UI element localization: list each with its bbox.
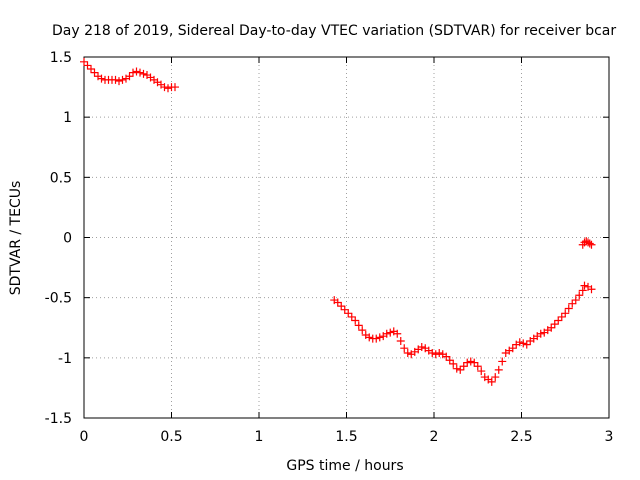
- data-point: [354, 321, 363, 330]
- data-point: [578, 286, 587, 295]
- x-axis-label: GPS time / hours: [286, 458, 403, 474]
- data-point: [351, 316, 360, 325]
- data-point: [575, 291, 584, 300]
- data-point: [396, 336, 405, 345]
- data-point: [87, 65, 95, 74]
- chart-title: Day 218 of 2019, Sidereal Day-to-day VTE…: [52, 23, 616, 39]
- data-point: [83, 61, 92, 70]
- data-point: [470, 358, 479, 367]
- data-point: [519, 339, 528, 348]
- grid-lines: [84, 57, 609, 418]
- data-point: [125, 72, 134, 81]
- data-point: [494, 365, 503, 374]
- data-point: [550, 320, 559, 329]
- data-point: [136, 68, 144, 77]
- y-tick-label: 0.5: [50, 170, 72, 186]
- data-point: [428, 349, 437, 358]
- data-point: [386, 328, 395, 337]
- data-point: [536, 329, 545, 338]
- data-point: [139, 69, 148, 78]
- data-point: [498, 357, 507, 366]
- data-point: [403, 349, 412, 358]
- x-tick-label: 1.5: [335, 429, 357, 445]
- data-point: [132, 67, 141, 76]
- data-point: [431, 350, 440, 359]
- y-axis-ticks: -1.5 -1 -0.5 0 0.5 1 1.5: [45, 50, 609, 427]
- data-point: [477, 367, 486, 376]
- data-point: [337, 302, 346, 311]
- x-tick-label: 3: [605, 429, 614, 445]
- data-point: [571, 296, 580, 305]
- x-tick-label: 1: [255, 429, 264, 445]
- x-tick-label: 0: [80, 429, 89, 445]
- data-point: [580, 281, 589, 290]
- data-point: [568, 299, 577, 308]
- data-point: [417, 343, 426, 352]
- data-point: [347, 312, 356, 321]
- data-point: [561, 309, 570, 318]
- data-point: [564, 304, 573, 313]
- y-tick-label: 1.5: [50, 50, 72, 66]
- data-point: [333, 298, 342, 307]
- data-point: [515, 338, 524, 347]
- data-point: [487, 377, 496, 386]
- data-point: [473, 362, 482, 371]
- data-point: [97, 74, 106, 83]
- data-point: [372, 334, 381, 343]
- data-point: [452, 364, 461, 373]
- data-point: [445, 356, 454, 365]
- data-point: [587, 240, 596, 249]
- data-point: [393, 329, 402, 338]
- y-tick-label: 0: [63, 231, 72, 247]
- data-point: [115, 77, 123, 86]
- data-point: [557, 312, 566, 321]
- data-point: [585, 239, 594, 248]
- data-point: [160, 83, 169, 92]
- data-point: [164, 84, 172, 93]
- x-tick-label: 2: [430, 429, 439, 445]
- data-point: [587, 285, 596, 294]
- data-points: [80, 57, 596, 386]
- data-point: [435, 349, 444, 358]
- data-point: [491, 373, 500, 382]
- data-point: [449, 359, 458, 368]
- y-tick-label: -0.5: [45, 291, 72, 307]
- data-point: [463, 358, 472, 367]
- data-point: [459, 362, 468, 371]
- data-point: [111, 75, 120, 84]
- y-axis-label: SDTVAR / TECUs: [8, 181, 24, 296]
- data-point: [118, 75, 127, 84]
- data-point: [365, 333, 374, 342]
- data-point: [344, 309, 353, 318]
- data-point: [508, 344, 517, 353]
- data-point: [340, 305, 349, 314]
- y-tick-label: -1: [58, 351, 72, 367]
- data-point: [129, 68, 137, 77]
- data-point: [466, 357, 475, 366]
- data-point: [382, 329, 391, 338]
- plot-frame: [83, 56, 610, 419]
- y-tick-label: -1.5: [45, 411, 72, 427]
- x-tick-label: 0.5: [160, 429, 182, 445]
- x-tick-label: 2.5: [510, 429, 532, 445]
- y-tick-label: 1: [63, 110, 72, 126]
- data-point: [375, 333, 384, 342]
- data-point: [554, 316, 563, 325]
- data-point: [456, 365, 465, 374]
- data-point: [358, 326, 367, 335]
- data-point: [90, 68, 99, 77]
- data-point: [547, 323, 556, 332]
- data-point: [442, 352, 451, 361]
- data-point: [171, 83, 179, 92]
- data-point: [522, 340, 531, 349]
- data-point: [80, 57, 88, 66]
- data-point: [400, 344, 409, 353]
- x-axis-ticks: 0 0.5 1 1.5 2 2.5 3: [80, 57, 614, 445]
